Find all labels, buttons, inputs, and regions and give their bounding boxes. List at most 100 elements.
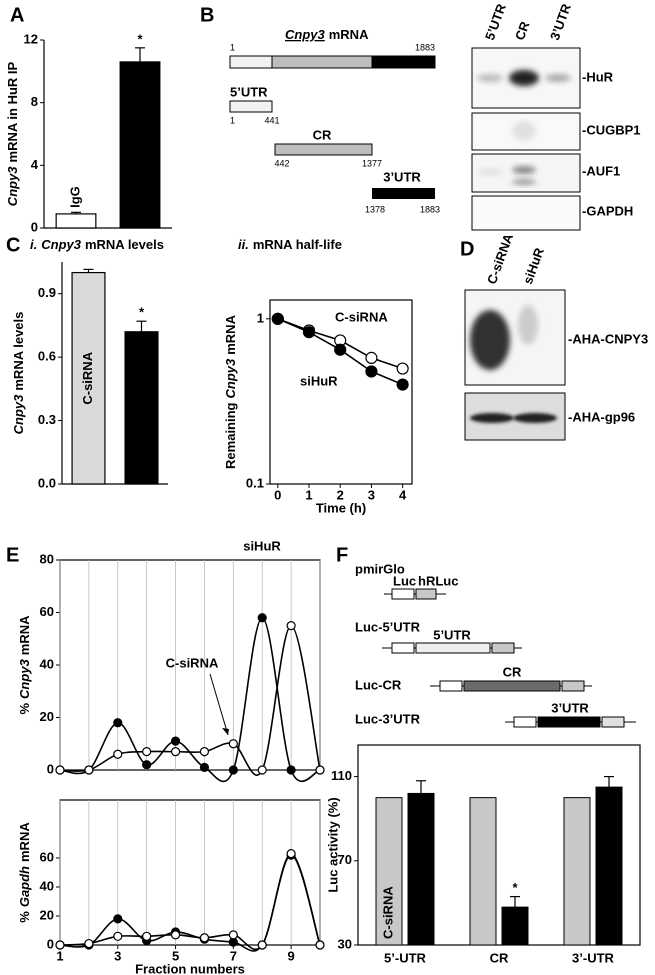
data-point: [257, 613, 267, 623]
data-point: [286, 765, 296, 775]
blot-strip: [471, 195, 581, 231]
label-part: mRNA: [17, 615, 32, 655]
significance-mark: *: [139, 305, 145, 320]
position: 1: [230, 115, 235, 125]
mrna-diagram: Cnpy3 mRNA 1 1883 5’UTR 1 441 CR 442 1377…: [229, 27, 440, 214]
segment-label: 3’UTR: [383, 169, 421, 184]
segment-label: CR: [313, 127, 332, 142]
y-axis-label: Cnpy3 mRNA in HuR IP: [5, 61, 20, 206]
label-part: mRNA half-life: [253, 237, 342, 252]
data-point: [271, 312, 284, 325]
insert-box: [537, 716, 601, 728]
data-point: [228, 739, 238, 749]
luc-box: [439, 680, 463, 692]
band: [470, 310, 510, 370]
x-tick-label: 0: [274, 487, 281, 502]
data-point: [228, 765, 238, 775]
panel-label: D: [460, 238, 474, 260]
y-tick-label: 0.6: [38, 349, 56, 364]
bar: [501, 906, 529, 946]
y-tick-label: 0: [47, 936, 54, 951]
construct-diagram: pmirGlo Luc hRLuc Luc-5’UTR 5’UTR Luc-CR…: [355, 561, 636, 728]
plot-frame: [269, 299, 413, 485]
series-label: C-siRNA: [335, 309, 388, 324]
data-point: [228, 930, 238, 940]
insert-box: [463, 680, 561, 692]
protein-label: -GAPDH: [582, 203, 633, 218]
data-point: [113, 749, 123, 759]
protein-label: -AUF1: [582, 163, 620, 178]
plot-frame: [59, 799, 321, 946]
x-tick-label: CR: [490, 950, 509, 965]
data-point: [199, 933, 210, 943]
error-bar: [510, 895, 520, 908]
y-tick-label: 0.0: [38, 475, 56, 490]
data-point: [315, 765, 325, 775]
bar: [375, 797, 403, 946]
label-part: Gapdh: [17, 866, 32, 907]
error-bar: [604, 775, 614, 788]
chart-title: ii. mRNA half-life: [238, 237, 342, 252]
western-blot: 5’UTR CR 3’UTR -HuR -CUGBP1 -AUF1 -GAPDH: [471, 1, 641, 231]
label-part: Cnpy3: [41, 237, 82, 252]
y-tick-label: 20: [40, 907, 54, 922]
bar: [124, 331, 159, 485]
lane-label: CR: [512, 19, 533, 42]
data-point: [396, 362, 409, 375]
data-point: [315, 940, 325, 950]
data-point: [302, 326, 316, 339]
band: [512, 121, 536, 141]
bar: [595, 786, 623, 946]
legend-label: siHuR: [412, 901, 427, 939]
y-tick-label: 0.1: [246, 475, 264, 490]
y-tick-label: 4: [31, 157, 39, 172]
data-point: [84, 938, 94, 949]
y-tick-label: 30: [338, 936, 352, 951]
label-part: Cnpy3: [11, 394, 26, 435]
bar: [563, 797, 591, 946]
band: [478, 169, 502, 175]
series-label: siHuR: [300, 373, 338, 388]
lane-label: C-siRNA: [484, 231, 516, 286]
bar: [71, 271, 106, 485]
part-label: Luc: [393, 573, 416, 588]
y-axis-label: % Gapdh mRNA: [17, 822, 32, 923]
lane-label: 3’UTR: [547, 1, 574, 42]
hrluc-box: [491, 642, 515, 654]
bar: [469, 797, 497, 946]
arrow-head: [222, 728, 229, 735]
error-bar: [136, 320, 147, 332]
position: 441: [264, 115, 279, 125]
category-label: Anti-HuR Ab: [131, 107, 146, 184]
label-part: mRNA levels: [85, 237, 164, 252]
significance-mark: *: [137, 31, 143, 46]
position: 1883: [415, 42, 435, 52]
x-tick-label: 1: [305, 487, 312, 502]
y-tick-label: 70: [338, 852, 352, 867]
data-point: [286, 621, 296, 631]
data-point: [142, 760, 152, 770]
label-part: mRNA: [223, 314, 238, 354]
position: 1377: [362, 158, 382, 168]
y-tick-label: 40: [40, 878, 54, 893]
data-point: [142, 747, 152, 757]
band: [545, 74, 571, 82]
label-part: mRNA: [17, 822, 32, 862]
insert-label: 5’UTR: [433, 627, 471, 642]
position: 1378: [365, 204, 385, 214]
x-axis-label: Time (h): [316, 500, 366, 515]
segment: [229, 100, 273, 113]
x-tick-label: 4: [399, 487, 407, 502]
data-point: [55, 940, 65, 950]
label-part: %: [17, 911, 32, 923]
band: [512, 166, 536, 174]
position: 1883: [420, 204, 440, 214]
y-tick-label: 40: [40, 656, 54, 671]
y-tick-label: 12: [24, 31, 38, 46]
series-label: C-siRNA: [166, 655, 219, 670]
data-point: [365, 365, 378, 378]
y-tick-label: 0.3: [38, 412, 56, 427]
part-label: hRLuc: [418, 573, 458, 588]
legend-label: C-siRNA: [380, 886, 395, 939]
panel-label: E: [6, 544, 19, 566]
